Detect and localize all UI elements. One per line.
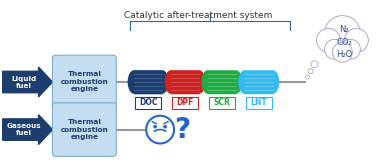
FancyArrow shape xyxy=(3,67,53,97)
Circle shape xyxy=(344,29,368,52)
Text: Thermal
combustion
engine: Thermal combustion engine xyxy=(60,119,108,140)
Text: Thermal
combustion
engine: Thermal combustion engine xyxy=(60,72,108,92)
Text: Liquid
fuel: Liquid fuel xyxy=(11,75,36,89)
FancyBboxPatch shape xyxy=(135,97,161,109)
Text: SCR: SCR xyxy=(214,98,230,107)
Circle shape xyxy=(308,69,313,74)
Circle shape xyxy=(311,61,318,68)
Text: N₂
CO₂
H₂O: N₂ CO₂ H₂O xyxy=(336,25,353,59)
FancyBboxPatch shape xyxy=(53,103,116,156)
Circle shape xyxy=(316,29,341,52)
Circle shape xyxy=(324,16,360,51)
Circle shape xyxy=(146,116,174,144)
Circle shape xyxy=(324,39,344,59)
Ellipse shape xyxy=(229,70,242,94)
Text: ?: ? xyxy=(174,116,190,144)
FancyBboxPatch shape xyxy=(172,97,198,109)
FancyBboxPatch shape xyxy=(134,70,162,94)
Text: DOC: DOC xyxy=(139,98,157,107)
FancyBboxPatch shape xyxy=(171,70,199,94)
FancyBboxPatch shape xyxy=(53,55,116,109)
Text: Gaseous
fuel: Gaseous fuel xyxy=(6,123,41,136)
Circle shape xyxy=(305,75,310,79)
FancyBboxPatch shape xyxy=(245,70,273,94)
Circle shape xyxy=(153,125,156,128)
Text: Catalytic after-treatment system: Catalytic after-treatment system xyxy=(124,11,272,20)
Text: LNT: LNT xyxy=(250,98,267,107)
Circle shape xyxy=(164,125,167,128)
Ellipse shape xyxy=(238,70,251,94)
Text: DPF: DPF xyxy=(176,98,194,107)
FancyBboxPatch shape xyxy=(246,97,272,109)
FancyBboxPatch shape xyxy=(208,70,236,94)
Ellipse shape xyxy=(155,70,169,94)
FancyBboxPatch shape xyxy=(209,97,235,109)
Ellipse shape xyxy=(192,70,206,94)
FancyArrow shape xyxy=(3,115,53,144)
Ellipse shape xyxy=(128,70,141,94)
Circle shape xyxy=(333,42,352,62)
Ellipse shape xyxy=(201,70,214,94)
Ellipse shape xyxy=(164,70,178,94)
Circle shape xyxy=(341,39,360,59)
Ellipse shape xyxy=(266,70,279,94)
